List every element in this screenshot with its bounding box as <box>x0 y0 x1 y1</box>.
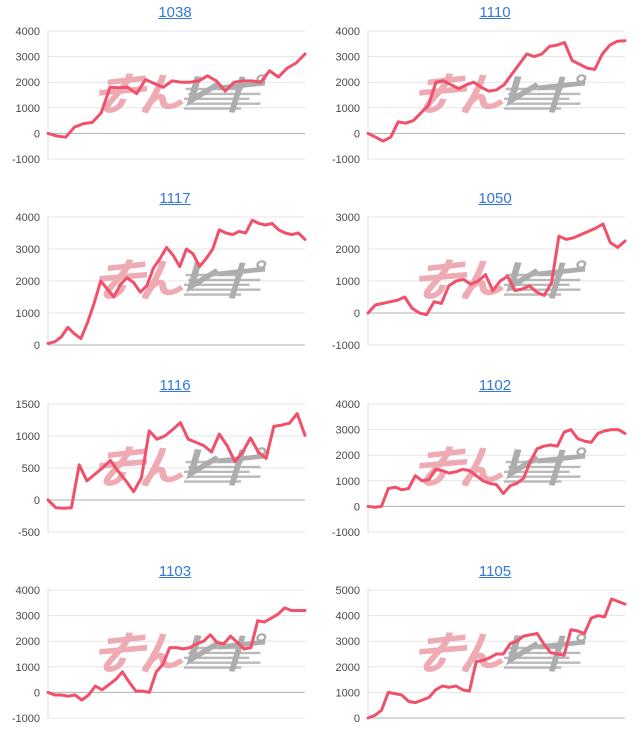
y-tick-label: 4000 <box>16 26 40 38</box>
chart-title-row: 1103 <box>0 562 320 582</box>
y-tick-label: 2000 <box>16 77 40 89</box>
data-line <box>366 222 627 317</box>
y-tick-label: 1000 <box>336 687 360 699</box>
y-tick-label: -500 <box>18 527 40 539</box>
y-tick-label: 1000 <box>16 308 40 320</box>
chart-panel-7: 1103 4000 3000 2000 1000 0 -1000 <box>0 559 320 745</box>
y-tick-label: 4000 <box>16 585 40 597</box>
line-chart: 1500 1000 500 0 -500 <box>16 399 307 539</box>
data-line <box>366 39 627 143</box>
data-line <box>46 606 307 702</box>
watermark <box>99 259 267 300</box>
data-line <box>46 218 307 346</box>
chart-title-row: 1102 <box>320 376 640 396</box>
y-tick-label: 2000 <box>336 244 360 256</box>
y-tick-label: 1000 <box>336 103 360 115</box>
y-tick-label: 1500 <box>16 399 40 411</box>
chart-panel-4: 1050 3000 2000 1000 0 -1000 <box>320 186 640 372</box>
y-tick-label: 0 <box>354 128 360 140</box>
y-tick-label: 5000 <box>336 585 360 597</box>
chart-title-row: 1117 <box>0 189 320 209</box>
chart-title-link[interactable]: 1116 <box>159 376 191 394</box>
y-tick-label: -1000 <box>12 713 40 725</box>
y-tick-label: 3000 <box>16 52 40 64</box>
watermark <box>99 445 267 486</box>
y-tick-label: 3000 <box>336 52 360 64</box>
y-tick-label: 0 <box>34 128 40 140</box>
y-tick-label: -1000 <box>332 527 360 539</box>
chart-title-link[interactable]: 1117 <box>159 190 191 208</box>
y-tick-label: 0 <box>354 713 360 725</box>
y-tick-label: 0 <box>34 340 40 352</box>
watermark <box>419 632 587 673</box>
y-tick-label: 0 <box>354 501 360 513</box>
y-tick-label: -1000 <box>332 154 360 166</box>
chart-panel-3: 1117 4000 3000 2000 1000 0 <box>0 186 320 372</box>
chart-title-row: 1038 <box>0 3 320 23</box>
chart-title-row: 1050 <box>320 189 640 209</box>
chart-panel-2: 1110 4000 3000 2000 1000 0 -1000 <box>320 0 640 186</box>
y-tick-label: 2000 <box>16 636 40 648</box>
y-tick-label: -1000 <box>12 154 40 166</box>
line-chart: 4000 3000 2000 1000 0 -1000 <box>332 399 627 539</box>
y-tick-label: 1000 <box>336 276 360 288</box>
chart-title-row: 1110 <box>320 3 640 23</box>
line-chart: 3000 2000 1000 0 -1000 <box>332 212 627 352</box>
watermark <box>419 445 587 486</box>
y-tick-label: 4000 <box>336 26 360 38</box>
chart-title-row: 1105 <box>320 562 640 582</box>
y-tick-label: 3000 <box>336 424 360 436</box>
y-tick-label: 500 <box>22 463 40 475</box>
y-tick-label: 2000 <box>336 450 360 462</box>
chart-title-link[interactable]: 1050 <box>478 190 512 208</box>
line-chart: 4000 3000 2000 1000 0 -1000 <box>12 585 307 725</box>
watermark <box>99 73 267 114</box>
line-chart: 5000 4000 3000 2000 1000 0 <box>336 585 627 725</box>
y-tick-label: 4000 <box>336 399 360 411</box>
y-tick-label: 4000 <box>336 610 360 622</box>
watermark <box>99 632 267 673</box>
chart-panel-1: 1038 4000 3000 2000 1000 0 -1000 <box>0 0 320 186</box>
chart-title-row: 1116 <box>0 376 320 396</box>
y-tick-label: 3000 <box>16 610 40 622</box>
line-chart: 4000 3000 2000 1000 0 -1000 <box>12 26 307 166</box>
y-tick-label: 1000 <box>336 475 360 487</box>
y-tick-label: -1000 <box>332 340 360 352</box>
y-tick-label: 2000 <box>16 276 40 288</box>
y-tick-label: 3000 <box>16 244 40 256</box>
chart-title-link[interactable]: 1102 <box>478 376 512 394</box>
data-line <box>366 597 627 720</box>
y-tick-label: 2000 <box>336 662 360 674</box>
y-tick-label: 0 <box>34 495 40 507</box>
y-tick-label: 3000 <box>336 212 360 224</box>
chart-title-link[interactable]: 1103 <box>158 562 192 580</box>
watermark <box>419 73 587 114</box>
chart-panel-6: 1102 4000 3000 2000 1000 0 -1000 <box>320 373 640 559</box>
chart-panel-8: 1105 5000 4000 3000 2000 1000 0 <box>320 559 640 745</box>
y-tick-label: 4000 <box>16 212 40 224</box>
y-tick-label: 1000 <box>16 431 40 443</box>
y-tick-label: 1000 <box>16 662 40 674</box>
y-tick-label: 3000 <box>336 636 360 648</box>
data-line <box>46 52 307 139</box>
line-chart: 4000 3000 2000 1000 0 -1000 <box>332 26 627 166</box>
line-chart: 4000 3000 2000 1000 0 <box>16 212 307 352</box>
y-tick-label: 0 <box>354 308 360 320</box>
chart-title-link[interactable]: 1038 <box>158 4 192 21</box>
chart-title-link[interactable]: 1110 <box>479 4 511 21</box>
data-line <box>366 427 627 509</box>
y-tick-label: 2000 <box>336 77 360 89</box>
chart-title-link[interactable]: 1105 <box>478 562 512 580</box>
y-tick-label: 1000 <box>16 103 40 115</box>
y-tick-label: 0 <box>34 687 40 699</box>
data-line <box>46 411 307 510</box>
chart-panel-5: 1116 1500 1000 500 0 -500 <box>0 373 320 559</box>
